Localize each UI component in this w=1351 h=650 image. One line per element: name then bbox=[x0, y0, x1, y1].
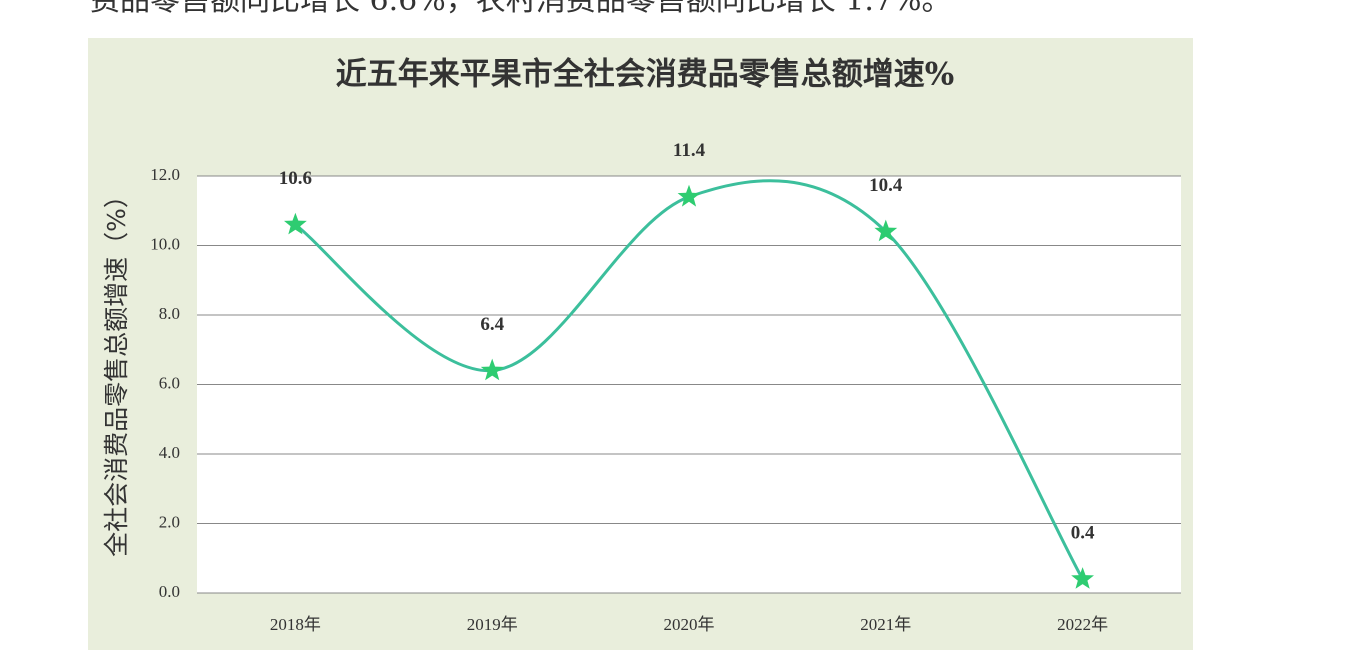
y-tick-label: 6.0 bbox=[159, 373, 180, 392]
y-axis-label: 全社会消费品零售总额增速（%） bbox=[102, 183, 131, 557]
x-tick-label: 2020年 bbox=[664, 615, 715, 634]
chart-title: 近五年来平果市全社会消费品零售总额增速% bbox=[336, 57, 954, 93]
y-tick-label: 2.0 bbox=[159, 512, 180, 531]
data-label: 11.4 bbox=[673, 140, 706, 161]
marker bbox=[284, 212, 307, 235]
x-tick-label: 2019年 bbox=[467, 615, 518, 634]
data-label: 0.4 bbox=[1071, 522, 1095, 543]
y-tick-label: 10.0 bbox=[150, 234, 180, 253]
marker bbox=[1071, 567, 1094, 589]
x-tick-label: 2021年 bbox=[860, 615, 911, 634]
x-tick-label: 2022年 bbox=[1057, 615, 1108, 634]
marker bbox=[480, 358, 504, 381]
data-label: 10.4 bbox=[869, 175, 903, 196]
y-tick-label: 12.0 bbox=[150, 165, 180, 184]
y-tick-label: 4.0 bbox=[159, 443, 180, 462]
y-tick-label: 0.0 bbox=[159, 582, 180, 601]
marker bbox=[677, 184, 701, 207]
top-text: 费品零售额同比增长 6.6%，农村消费品零售额同比增长 1.7%。 bbox=[90, 0, 952, 18]
marker bbox=[874, 219, 898, 242]
data-label: 10.6 bbox=[279, 168, 312, 189]
y-tick-label: 8.0 bbox=[159, 304, 180, 323]
x-tick-label: 2018年 bbox=[270, 615, 321, 634]
data-label: 6.4 bbox=[480, 314, 504, 335]
